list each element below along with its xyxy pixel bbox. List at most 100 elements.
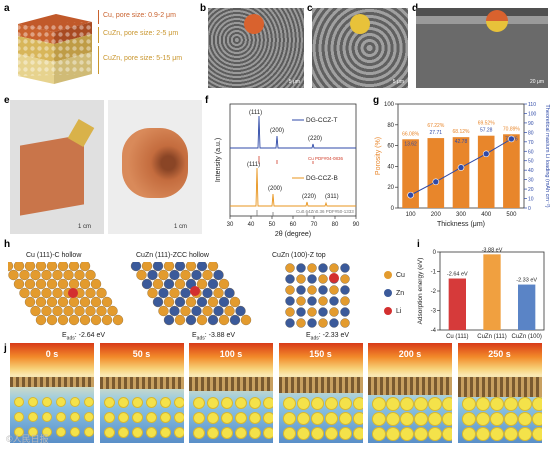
zn-atom-icon [384,289,392,297]
li-particle [207,397,219,409]
loading-point-200 [432,178,440,186]
zn-atom [130,262,142,272]
xrd-peak-t-111: (111) [249,110,262,116]
dual-dot-d [486,10,508,32]
loading-point-400 [482,150,490,158]
li-particle [414,412,428,426]
li-particle [386,397,400,411]
dft-structures [8,262,350,328]
xrd-peak-b-111: (111) [247,162,260,168]
zn-atom [307,318,317,328]
g-y2tick-label-20: 20 [528,187,534,193]
cu-atom [224,305,235,317]
cu-atom [213,287,224,299]
i-ytick-label--3: -3 [431,309,437,315]
zn-atom [329,318,339,328]
xrd-peak-t-200: (200) [270,128,284,134]
li-particle [263,397,273,409]
li-particle [84,397,94,407]
cu-atom [163,262,175,272]
i-ytick-label--2: -2 [431,289,437,295]
i-ytick-label-0: 0 [433,250,437,256]
layer-label-cuzn-mid: CuZn, pore size: 2-5 μm [103,30,179,37]
loading-point-500 [508,135,515,143]
li-particle [352,412,363,425]
cu-atom [169,287,180,299]
cu-atom [79,262,91,272]
cu-atom [90,314,102,326]
g-ytick-label-40: 40 [387,164,394,170]
cu-atom [285,263,295,273]
cu-atom [202,305,213,317]
cu-atom [318,296,328,306]
cu-atom [30,269,41,281]
li-particle [14,397,24,407]
cu-atom [307,285,317,295]
xrd-xtick-label-60: 60 [290,222,297,228]
li-particle [531,427,542,441]
li-particle [103,427,115,438]
panel-label-d: d [412,3,418,14]
layer-brace-2 [98,27,101,43]
cu-dot-b [244,14,264,34]
li-particle [324,412,338,425]
cu-atom [24,296,36,308]
g-ytick-label-100: 100 [384,102,395,108]
g-y2tick-label-100: 100 [528,111,537,117]
watermark: ©人民日报 [6,434,49,444]
zn-atom [213,305,224,317]
cu-atom [207,296,219,308]
xrd-peak-b-220: (220) [302,194,316,200]
cu-atom [63,305,74,317]
zn-atom [169,305,180,317]
cu-atom [296,296,306,306]
cu-atom [174,314,186,326]
cu-atom [196,314,208,326]
layer-label-cuzn-bottom: CuZn, pore size: 5-15 μm [103,55,183,62]
li-particle [386,427,400,441]
adsorption-chart: 0 -1 -2 -3 -4 -2.64 eV Cu (111) -3.88 eV CuZn (1… [417,247,545,340]
li-particle [400,427,414,441]
li-particle [42,427,52,437]
cu-atom [136,269,147,281]
time-label-5: 250 s [488,349,511,359]
adsorption-value-1: -3.88 eV [482,247,503,253]
time-label-3: 150 s [309,349,332,359]
li-particle [28,397,38,407]
sheet [20,134,84,216]
li-particle [159,412,171,423]
cu-layer-4 [368,377,452,395]
li-particle [324,397,338,410]
zn-atom [196,262,208,272]
li-particle [207,427,219,439]
zn-atom [224,287,235,299]
cu-atom [52,287,63,299]
porosity-label-200: 67.22% [427,123,445,129]
cu-atom [218,278,230,290]
panel-label-i: i [417,239,420,250]
cu-atom [24,262,36,272]
li-particle [461,412,476,426]
zn-atom [235,305,246,317]
legend-cu-label: Cu [396,271,405,279]
zn-atom [169,269,180,281]
zn-atom [163,278,175,290]
li-particle [14,427,24,437]
li-particle [193,397,205,409]
porosity-plot: 0 20 40 60 80 100 0 10 20 30 40 50 60 70 80 90 100 110 100… [375,102,550,228]
xrd-peak-t-220: (220) [308,136,322,142]
g-y2label: Theoretical maxium Li loading (mAh cm⁻²) [544,104,550,207]
li-particle [461,427,476,441]
scale-bar-d: 20 μm [530,79,544,85]
xrd-xtick-label-90: 90 [353,222,360,228]
li-particle [131,397,143,408]
li-particle [193,412,205,424]
li-atom [190,286,200,296]
li-atom [68,288,78,298]
cu-atom [101,296,113,308]
cu-atom [68,262,80,272]
photo-flexible-sheet: 1 cm [10,100,104,234]
cu-atom [90,278,102,290]
i-xtick-label-2: CuZn (100) [511,334,541,340]
zn-atom [163,314,175,326]
